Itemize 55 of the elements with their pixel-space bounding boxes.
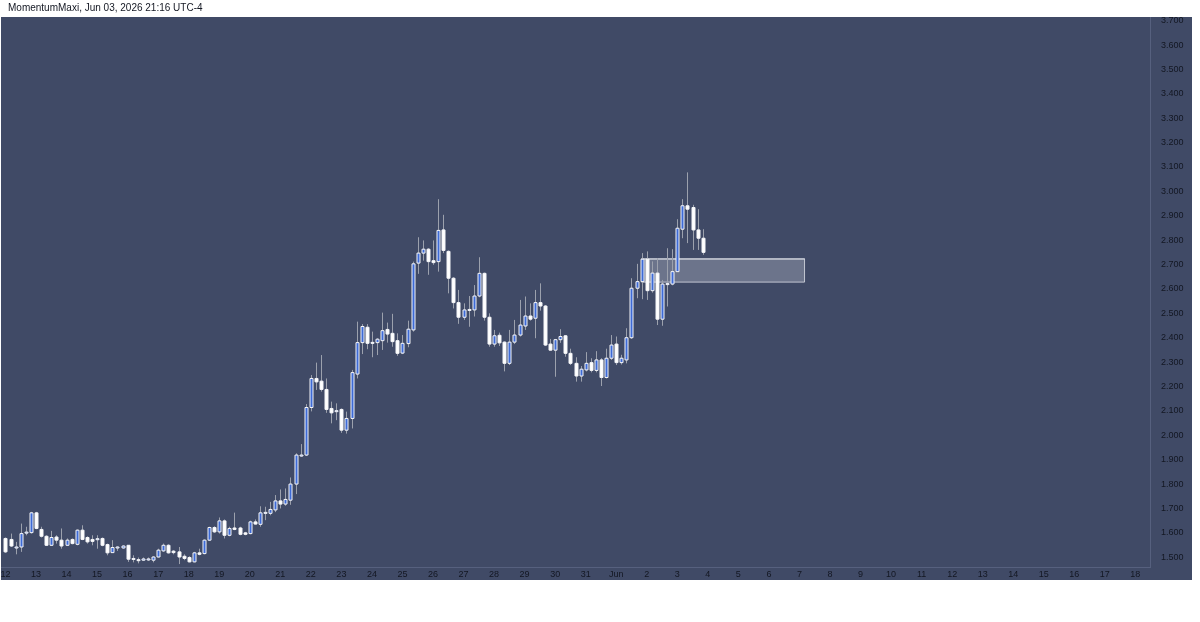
- x-tick-label: 14: [1008, 568, 1019, 579]
- x-tick-label: 13: [977, 568, 988, 579]
- y-tick-label: 2.000: [1161, 429, 1184, 440]
- x-tick-label: Jun: [608, 568, 624, 579]
- y-tick-label: 1.500: [1161, 551, 1184, 562]
- x-tick-label: 16: [1069, 568, 1080, 579]
- y-tick-label: 2.400: [1161, 332, 1184, 343]
- y-tick-label: 1.700: [1161, 502, 1184, 513]
- y-tick-label: 3.100: [1161, 161, 1184, 172]
- x-tick-label: 18: [183, 568, 194, 579]
- x-tick-label: 19: [214, 568, 225, 579]
- x-tick-label: 21: [275, 568, 286, 579]
- x-tick-label: 15: [92, 568, 103, 579]
- y-tick-label: 3.500: [1161, 63, 1184, 74]
- y-tick-label: 1.900: [1161, 454, 1184, 465]
- x-tick-label: 15: [1038, 568, 1049, 579]
- x-tick-label: 13: [30, 568, 41, 579]
- y-tick-label: 2.700: [1161, 259, 1184, 270]
- x-tick-label: 30: [550, 568, 561, 579]
- x-tick-label: 12: [0, 568, 11, 579]
- x-tick-label: 2: [644, 568, 650, 579]
- x-tick-label: 16: [122, 568, 133, 579]
- x-tick-label: 23: [336, 568, 347, 579]
- y-tick-label: 2.300: [1161, 356, 1184, 367]
- y-tick-label: 3.600: [1161, 39, 1184, 50]
- x-tick-label: 4: [705, 568, 711, 579]
- y-tick-label: 2.500: [1161, 307, 1184, 318]
- x-tick-label: 6: [766, 568, 772, 579]
- chart-title: MomentumMaxi, Jun 03, 2026 21:16 UTC-4: [8, 2, 203, 14]
- y-tick-label: 3.700: [1161, 15, 1184, 26]
- x-tick-label: 17: [1099, 568, 1110, 579]
- y-tick-label: 2.800: [1161, 234, 1184, 245]
- y-tick-label: 1.800: [1161, 478, 1184, 489]
- x-tick-label: 12: [947, 568, 958, 579]
- x-tick-label: 9: [858, 568, 864, 579]
- x-tick-label: 27: [458, 568, 469, 579]
- x-tick-label: 18: [1130, 568, 1141, 579]
- x-tick-label: 10: [886, 568, 897, 579]
- x-tick-label: 24: [366, 568, 377, 579]
- y-tick-label: 2.100: [1161, 405, 1184, 416]
- x-tick-label: 29: [519, 568, 530, 579]
- y-tick-label: 3.200: [1161, 137, 1184, 148]
- x-tick-label: 14: [61, 568, 72, 579]
- x-tick-label: 25: [397, 568, 408, 579]
- y-tick-label: 2.200: [1161, 381, 1184, 391]
- x-tick-label: 31: [580, 568, 591, 579]
- y-tick-label: 2.900: [1161, 210, 1184, 221]
- x-tick-label: 28: [489, 568, 500, 579]
- x-tick-label: 5: [735, 568, 741, 579]
- x-tick-label: 17: [153, 568, 164, 579]
- x-tick-label: 26: [427, 568, 438, 579]
- x-tick-label: 8: [827, 568, 833, 579]
- y-tick-label: 2.600: [1161, 283, 1184, 294]
- y-tick-label: 1.600: [1161, 527, 1184, 538]
- x-tick-label: 11: [916, 568, 927, 579]
